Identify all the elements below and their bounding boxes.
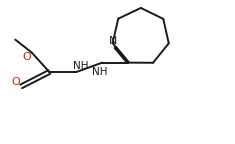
Text: O: O [12, 77, 20, 87]
Text: N: N [109, 36, 117, 46]
Text: NH: NH [93, 67, 108, 77]
Text: NH: NH [73, 61, 88, 71]
Text: O: O [22, 52, 31, 62]
